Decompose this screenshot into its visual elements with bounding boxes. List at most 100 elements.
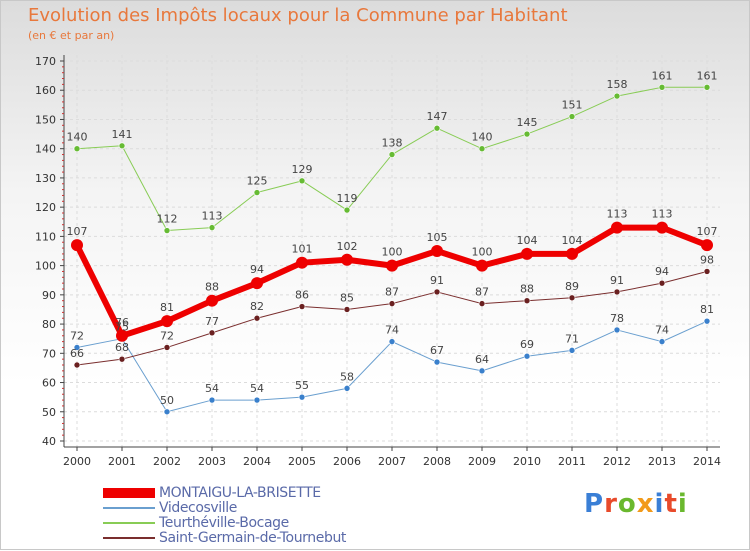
data-point (73, 145, 81, 152)
data-point (568, 113, 576, 120)
data-point (388, 300, 396, 307)
data-point (433, 124, 441, 132)
data-label: 98 (700, 253, 714, 266)
legend-label: Videcosville (159, 499, 237, 516)
data-label: 87 (385, 286, 399, 299)
legend-label: MONTAIGU-LA-BRISETTE (159, 484, 321, 501)
data-point (478, 145, 486, 152)
data-label: 113 (202, 210, 223, 223)
legend-swatch (103, 506, 155, 509)
data-label: 94 (250, 263, 264, 276)
data-point (568, 347, 576, 354)
data-point (161, 315, 173, 328)
data-point (298, 393, 306, 401)
data-label: 85 (340, 291, 354, 304)
data-label: 105 (427, 231, 448, 244)
data-label: 78 (610, 312, 624, 325)
x-tick-label: 2005 (288, 455, 316, 468)
data-point (658, 338, 666, 345)
legend-item: Teurthéville-Bocage (103, 515, 346, 531)
data-point (296, 256, 308, 269)
data-label: 87 (475, 286, 489, 299)
logo-letter: x (636, 489, 655, 519)
x-tick-label: 2004 (243, 455, 271, 468)
x-tick-label: 2009 (468, 455, 496, 468)
data-point (118, 142, 126, 150)
data-label: 68 (115, 341, 129, 354)
data-point (703, 317, 711, 325)
data-point (433, 358, 441, 366)
data-point (388, 151, 396, 158)
y-tick-label: 140 (35, 143, 56, 156)
data-label: 86 (295, 289, 309, 302)
data-point (253, 396, 261, 404)
data-point (566, 247, 578, 260)
y-tick-label: 170 (35, 55, 56, 68)
data-point (613, 92, 621, 100)
data-label: 147 (427, 110, 448, 123)
data-point (253, 314, 261, 322)
data-point (298, 303, 306, 310)
data-point (163, 408, 171, 416)
logo-letter: r (604, 489, 618, 519)
data-point (163, 227, 171, 234)
data-point (433, 288, 441, 296)
data-label: 89 (565, 280, 579, 293)
x-tick-label: 2006 (333, 455, 361, 468)
logo-letter: o (617, 489, 637, 519)
data-label: 74 (655, 324, 669, 337)
data-label: 125 (247, 175, 268, 188)
x-tick-label: 2002 (153, 455, 181, 468)
data-label: 82 (250, 300, 264, 313)
y-tick-label: 160 (35, 84, 56, 97)
data-point (73, 344, 81, 351)
data-label: 67 (430, 344, 444, 357)
data-label: 101 (292, 243, 313, 256)
data-label: 74 (385, 324, 399, 337)
data-point (208, 224, 216, 231)
y-tick-label: 120 (35, 201, 56, 214)
data-point (523, 297, 531, 304)
data-label: 104 (517, 234, 538, 247)
data-label: 94 (655, 265, 669, 278)
legend-item: Videcosville (103, 499, 346, 516)
data-point (253, 189, 261, 196)
legend-swatch (103, 536, 155, 539)
data-point (208, 396, 216, 404)
data-point (701, 239, 713, 252)
logo-letter: P (584, 489, 605, 519)
data-point (206, 294, 218, 307)
data-point (523, 352, 531, 360)
data-label: 140 (472, 131, 493, 144)
data-label: 107 (67, 225, 88, 238)
data-point (611, 221, 623, 234)
data-label: 107 (697, 225, 718, 238)
y-tick-label: 80 (42, 318, 56, 331)
y-tick-label: 110 (35, 230, 56, 243)
data-label: 145 (517, 116, 538, 129)
data-point (118, 355, 126, 363)
data-point (521, 247, 533, 260)
data-point (116, 329, 128, 342)
data-label: 81 (700, 303, 714, 316)
data-label: 91 (430, 274, 444, 287)
data-label: 71 (565, 332, 579, 345)
data-point (523, 130, 531, 138)
data-label: 91 (610, 274, 624, 287)
x-tick-label: 2007 (378, 455, 406, 468)
data-label: 54 (250, 382, 264, 395)
data-point (73, 361, 81, 369)
data-point (388, 338, 396, 345)
data-label: 64 (475, 353, 489, 366)
data-label: 112 (157, 213, 178, 226)
x-tick-label: 2001 (108, 455, 136, 468)
legend-item: Saint-Germain-de-Tournebut (103, 530, 346, 546)
data-point (343, 385, 351, 392)
data-point (703, 84, 711, 91)
data-point (478, 300, 486, 307)
legend-swatch (103, 521, 155, 524)
y-tick-label: 130 (35, 172, 56, 185)
logo-letter: t (664, 489, 678, 519)
data-label: 161 (652, 69, 673, 82)
